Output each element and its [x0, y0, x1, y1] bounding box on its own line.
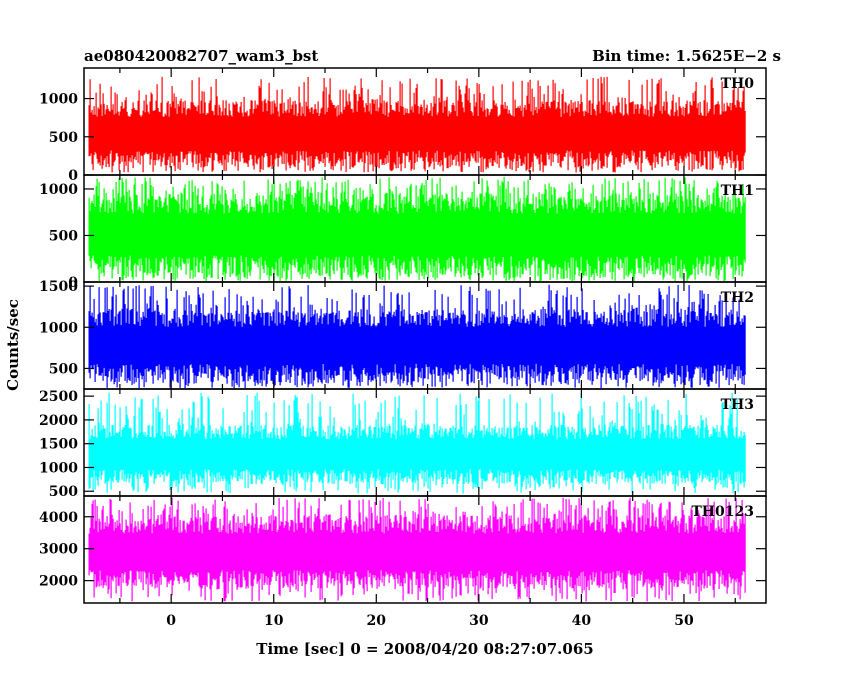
- series-line-th0: [88, 76, 746, 173]
- x-tick-label: 40: [572, 613, 592, 629]
- series-name-label: TH1: [721, 183, 754, 199]
- y-axis-label: Counts/sec: [4, 299, 22, 391]
- y-tick-label: 3000: [39, 542, 78, 558]
- y-tick-label: 2000: [39, 574, 78, 590]
- panel-th0123: 2000 3000 4000 TH0123: [39, 495, 767, 604]
- y-tick-label: 500: [49, 361, 78, 377]
- y-tick-label: 1500: [39, 437, 78, 453]
- series-line-th1: [88, 176, 746, 282]
- series-name-label: TH2: [721, 290, 754, 306]
- y-tick-label: 1000: [39, 92, 78, 108]
- y-tick-label: 500: [49, 130, 78, 146]
- x-axis: 0 10 20 30 40 50: [166, 613, 694, 629]
- y-tick-label: 500: [49, 228, 78, 244]
- y-tick-label: 500: [49, 484, 78, 500]
- y-tick-label: 1000: [39, 320, 78, 336]
- x-tick-label: 30: [469, 613, 489, 629]
- panel-th0: 0 500 1000 TH0: [39, 67, 767, 184]
- x-tick-label: 10: [264, 613, 284, 629]
- panel-th3: 500 1000 1500 2000 2500 TH3: [39, 388, 767, 500]
- y-tick-label: 1000: [39, 182, 78, 198]
- x-axis-label: Time [sec] 0 = 2008/04/20 08:27:07.065: [256, 640, 593, 658]
- y-tick-label: 0: [68, 275, 78, 291]
- y-tick-label: 2000: [39, 413, 78, 429]
- series-line-th0123: [88, 497, 746, 602]
- y-tick-label: 0: [68, 168, 78, 184]
- panels-group: 0 500 1000 TH0 0 500 1000 TH1 500 1000 1500 TH2 500 1…: [39, 67, 767, 604]
- x-tick-label: 50: [674, 613, 694, 629]
- y-tick-label: 1500: [39, 279, 78, 295]
- panel-th1: 0 500 1000 TH1: [39, 174, 767, 291]
- bin-time-label: Bin time: 1.5625E−2 s: [592, 47, 781, 65]
- x-tick-label: 20: [367, 613, 387, 629]
- panel-th2: 500 1000 1500 TH2: [39, 279, 767, 390]
- series-line-th3: [88, 392, 746, 494]
- series-name-label: TH0123: [691, 504, 754, 520]
- y-tick-label: 2500: [39, 389, 78, 405]
- chart-title: ae080420082707_wam3_bst: [84, 47, 318, 65]
- series-line-th2: [88, 284, 746, 389]
- x-tick-label: 0: [166, 613, 176, 629]
- y-tick-label: 1000: [39, 460, 78, 476]
- y-tick-label: 4000: [39, 510, 78, 526]
- series-name-label: TH3: [721, 397, 754, 413]
- series-name-label: TH0: [721, 76, 755, 92]
- panel-frame: [83, 495, 767, 604]
